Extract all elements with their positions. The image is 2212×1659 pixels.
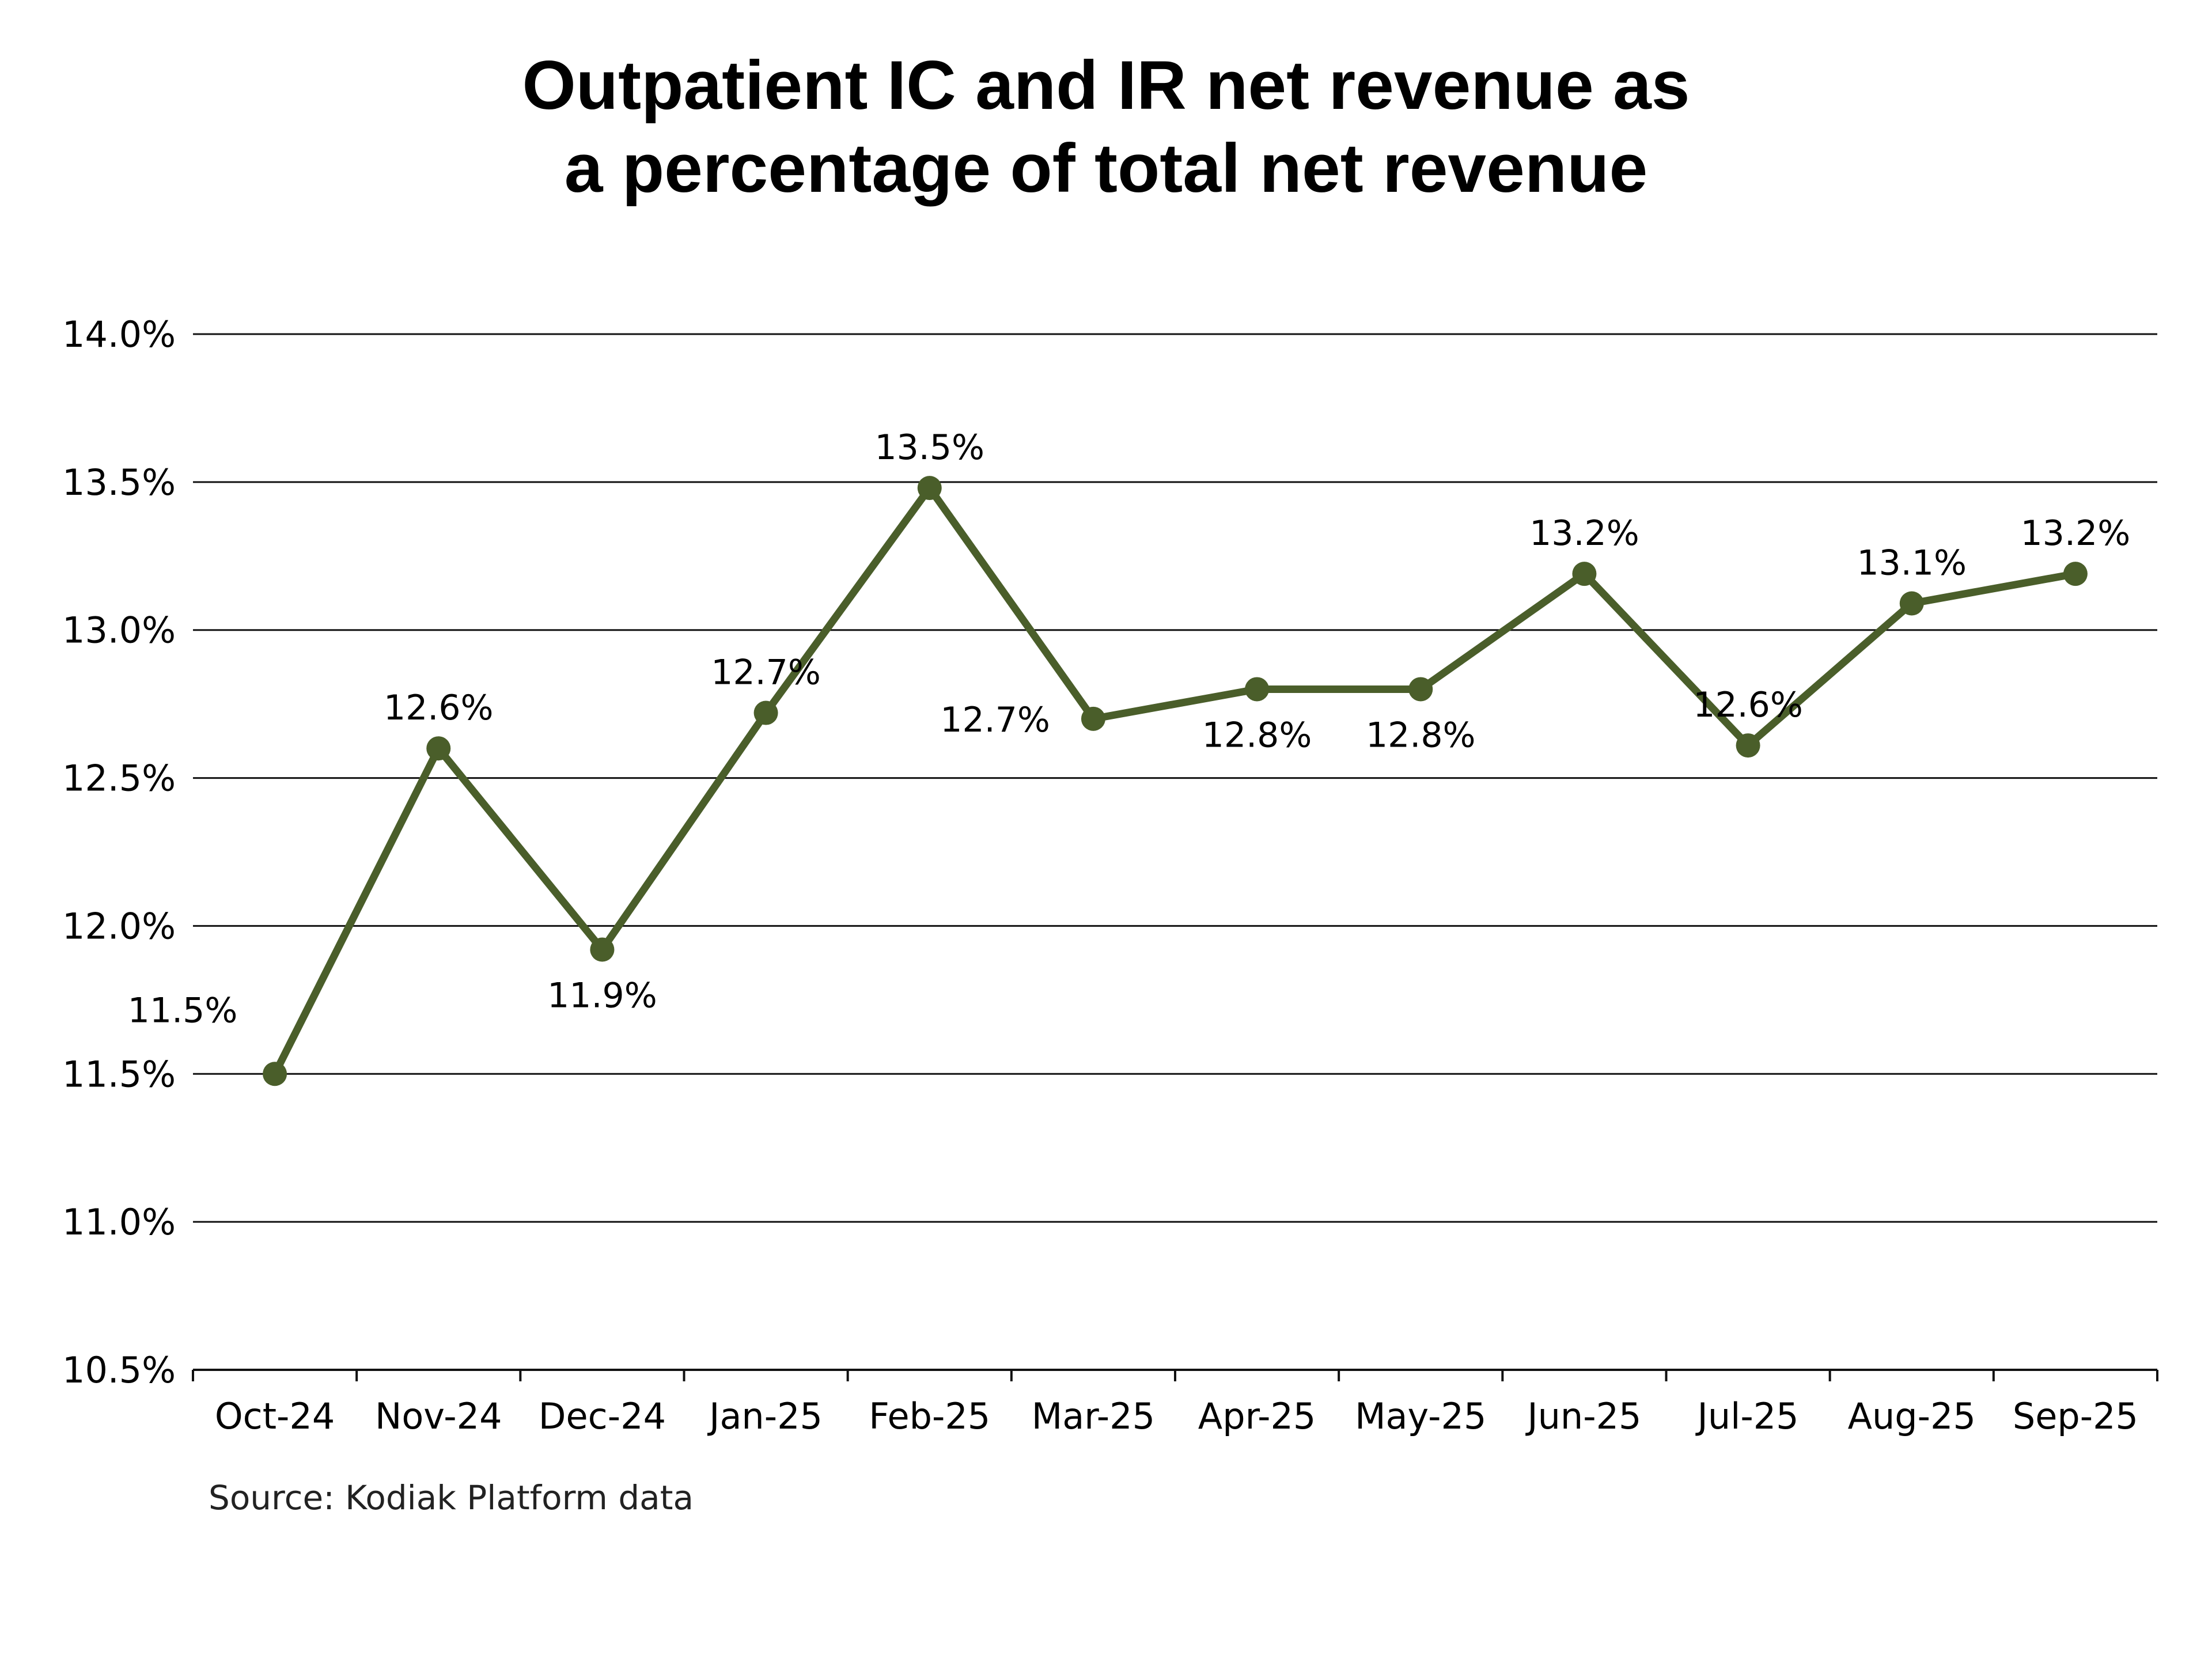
data-label: 12.7% (711, 653, 821, 693)
data-point (917, 476, 942, 501)
data-point (590, 937, 615, 962)
y-tick-label: 12.0% (62, 905, 176, 947)
x-tick-label: Mar-25 (1032, 1395, 1155, 1437)
y-tick-label: 14.0% (62, 313, 176, 355)
data-point (263, 1062, 287, 1086)
data-label: 13.5% (874, 427, 984, 468)
data-point (1245, 677, 1270, 702)
data-label: 12.8% (1366, 715, 1476, 755)
chart-title-line-1: Outpatient IC and IR net revenue as (522, 47, 1690, 124)
y-tick-label: 10.5% (62, 1349, 176, 1391)
data-labels: 11.5% 12.6% 11.9% 12.7% 13.5% 12.7% 12.8% 12.8%… (128, 427, 2130, 1031)
data-label: 11.5% (128, 990, 238, 1031)
data-label: 13.1% (1857, 543, 1967, 583)
source-note: Source: Kodiak Platform data (209, 1478, 694, 1517)
x-tick-label: Feb-25 (869, 1395, 990, 1437)
x-tick-label: Jun-25 (1525, 1395, 1641, 1437)
data-label: 11.9% (547, 976, 657, 1016)
y-axis-ticks: 10.5% 11.0% 11.5% 12.0% 12.5% 13.0% 13.5% 14.0% (62, 313, 176, 1391)
data-point (753, 700, 778, 725)
x-tick-label: Nov-24 (375, 1395, 502, 1437)
data-point (1081, 706, 1105, 731)
x-tick-label: Jan-25 (707, 1395, 823, 1437)
x-tick-label: Jul-25 (1695, 1395, 1799, 1437)
x-tick-label: Sep-25 (2013, 1395, 2138, 1437)
x-tick-label: May-25 (1355, 1395, 1486, 1437)
chart-title-line-2: a percentage of total net revenue (564, 130, 1648, 207)
data-point (1899, 591, 1924, 616)
data-point (2063, 562, 2088, 586)
series-line-group (271, 484, 2080, 1078)
x-axis-ticks: Oct-24 Nov-24 Dec-24 Jan-25 Feb-25 Mar-25 Apr-… (215, 1395, 2138, 1437)
data-label: 12.6% (1693, 685, 1803, 725)
data-point (426, 736, 451, 761)
y-tick-label: 11.5% (62, 1053, 176, 1095)
data-label: 12.7% (940, 700, 1050, 740)
y-tick-label: 13.5% (62, 461, 176, 503)
x-tick-label: Aug-25 (1848, 1395, 1976, 1437)
data-label: 12.6% (384, 688, 494, 728)
y-tick-label: 12.5% (62, 757, 176, 800)
data-points (263, 476, 2088, 1086)
x-tick-label: Apr-25 (1198, 1395, 1316, 1437)
data-label: 13.2% (2021, 513, 2131, 554)
data-point (1736, 733, 1760, 758)
x-tick-label: Oct-24 (215, 1395, 335, 1437)
data-label: 12.8% (1202, 715, 1312, 755)
x-tick-label: Dec-24 (539, 1395, 666, 1437)
series-line (271, 484, 2080, 1078)
y-tick-label: 13.0% (62, 609, 176, 652)
gridlines (193, 333, 2157, 1223)
data-point (1408, 677, 1433, 702)
data-label: 13.2% (1529, 513, 1639, 554)
data-point (1572, 562, 1597, 586)
x-axis (192, 1369, 2158, 1381)
y-tick-label: 11.0% (62, 1201, 176, 1243)
